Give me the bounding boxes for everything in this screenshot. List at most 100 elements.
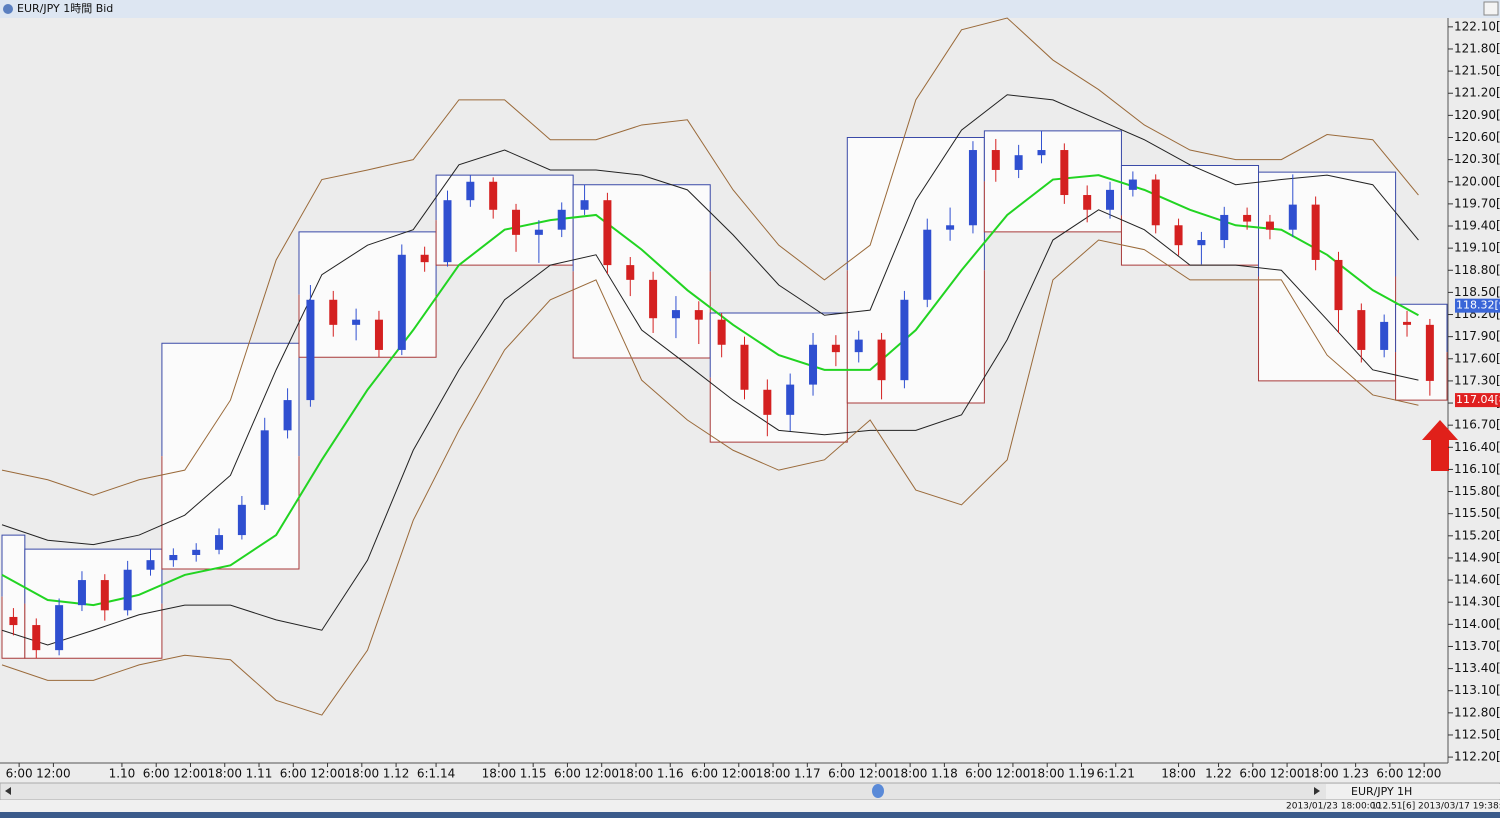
range-box-top	[983, 130, 1122, 182]
y-tick-label: 121.20[0	[1454, 86, 1500, 100]
scroll-right[interactable]	[1314, 787, 1320, 795]
candle-body	[192, 549, 201, 555]
y-tick-label: 122.10[0	[1454, 19, 1500, 33]
candle-body	[1060, 150, 1069, 196]
y-tick-label: 117.60[0	[1454, 351, 1500, 365]
status-price: 112.51[6]	[1371, 802, 1415, 812]
window-icon	[3, 4, 13, 14]
timeframe-select[interactable]: 1H	[1397, 785, 1412, 798]
candle-body	[717, 319, 726, 345]
range-box	[2, 535, 25, 659]
x-tick-label: 6:00	[143, 767, 170, 781]
x-tick-label: 18:00	[619, 767, 654, 781]
taskbar	[0, 812, 1500, 818]
y-tick-label: 119.10[0	[1454, 241, 1500, 255]
range-box	[1395, 304, 1447, 401]
price-marker	[1455, 298, 1500, 313]
y-tick-label: 119.70[0	[1454, 196, 1500, 210]
candle-body	[1403, 321, 1412, 325]
range-box-top	[1258, 171, 1397, 277]
candle-body	[146, 560, 155, 570]
candle-body	[329, 299, 338, 325]
range-box-top	[161, 342, 300, 457]
x-tick-label: 6:00	[691, 767, 718, 781]
y-tick-label: 118.80[0	[1454, 263, 1500, 277]
x-tick-label: 1.17	[794, 767, 821, 781]
candle-body	[786, 384, 795, 415]
x-tick-label: 18:00	[1304, 767, 1339, 781]
x-tick-label: 12:00	[1407, 767, 1442, 781]
range-box	[161, 343, 299, 570]
candle-body	[809, 344, 818, 385]
range-box-bottom	[709, 377, 848, 443]
range-box	[573, 184, 711, 359]
status-time: 2013/01/23 18:00:00	[1286, 802, 1381, 812]
candle-body	[9, 616, 18, 626]
y-tick-label: 116.70[0	[1454, 418, 1500, 432]
candle-body	[1106, 189, 1115, 210]
x-tick-label: 12:00	[1270, 767, 1305, 781]
candle-body	[580, 200, 589, 210]
range-box	[847, 137, 985, 404]
candle-body	[260, 430, 269, 505]
indicator-line	[1, 239, 1419, 716]
range-box	[1121, 165, 1259, 266]
x-tick-label: 12:00	[721, 767, 756, 781]
close-button[interactable]	[1483, 1, 1499, 16]
range-box	[298, 231, 437, 358]
candle-body	[489, 181, 498, 210]
x-tick-label: 18:00	[482, 767, 517, 781]
y-tick-label: 116.10[0	[1454, 462, 1500, 476]
scroll-left[interactable]	[5, 787, 11, 795]
y-tick-label: 114.00[0	[1454, 617, 1500, 631]
x-tick-label: 12:00	[310, 767, 345, 781]
indicator-line	[1, 94, 1419, 546]
x-tick-label: 18:00	[207, 767, 242, 781]
price-marker	[1455, 393, 1500, 408]
y-tick-label: 113.70[0	[1454, 639, 1500, 653]
candle-body	[55, 605, 64, 651]
x-tick-label: 12:00	[859, 767, 894, 781]
candle-body	[923, 229, 932, 300]
y-tick-label: 120.60[0	[1454, 130, 1500, 144]
x-tick-label: 18:00	[1161, 767, 1196, 781]
y-tick-label: 115.50[0	[1454, 506, 1500, 520]
range-box-bottom	[846, 270, 985, 404]
candle-body	[123, 569, 132, 611]
candle-body	[77, 580, 86, 606]
scrollbar[interactable]	[0, 782, 1500, 801]
candle-body	[1220, 214, 1229, 241]
candle-body	[1357, 310, 1366, 350]
range-box	[710, 313, 848, 443]
candle-body	[1174, 225, 1183, 246]
candle-body	[1380, 321, 1389, 350]
x-tick-label: 12:00	[996, 767, 1031, 781]
y-tick-label: 121.50[0	[1454, 64, 1500, 78]
candle-body	[694, 310, 703, 320]
candle-body	[443, 200, 452, 263]
range-box-bottom	[1395, 352, 1448, 401]
scroll-thumb[interactable]	[872, 784, 884, 798]
price-marker-label: 118.32[9	[1456, 299, 1500, 312]
candle-body	[603, 200, 612, 266]
x-tick-label: 1.10	[109, 767, 136, 781]
symbol-select[interactable]: EUR/JPY	[1351, 785, 1394, 798]
candle-body	[283, 400, 292, 431]
candle-body	[1265, 221, 1274, 230]
x-tick-label: 1.23	[1342, 767, 1369, 781]
x-tick-label: 12:00	[584, 767, 619, 781]
y-tick-label: 117.30[0	[1454, 373, 1500, 387]
candle-body	[215, 535, 224, 550]
candle-body	[512, 209, 521, 235]
x-tick-label: 1.22	[1205, 767, 1232, 781]
y-tick-label: 114.90[0	[1454, 550, 1500, 564]
y-tick-label: 121.80[0	[1454, 41, 1500, 55]
range-box-top	[572, 184, 711, 272]
x-tick-label: 1.18	[931, 767, 958, 781]
candle-body	[946, 225, 955, 230]
candle-body	[100, 580, 109, 611]
x-tick-label: 18:00	[1030, 767, 1065, 781]
x-tick-label: 6:00	[554, 767, 581, 781]
y-tick-label: 119.40[0	[1454, 219, 1500, 233]
